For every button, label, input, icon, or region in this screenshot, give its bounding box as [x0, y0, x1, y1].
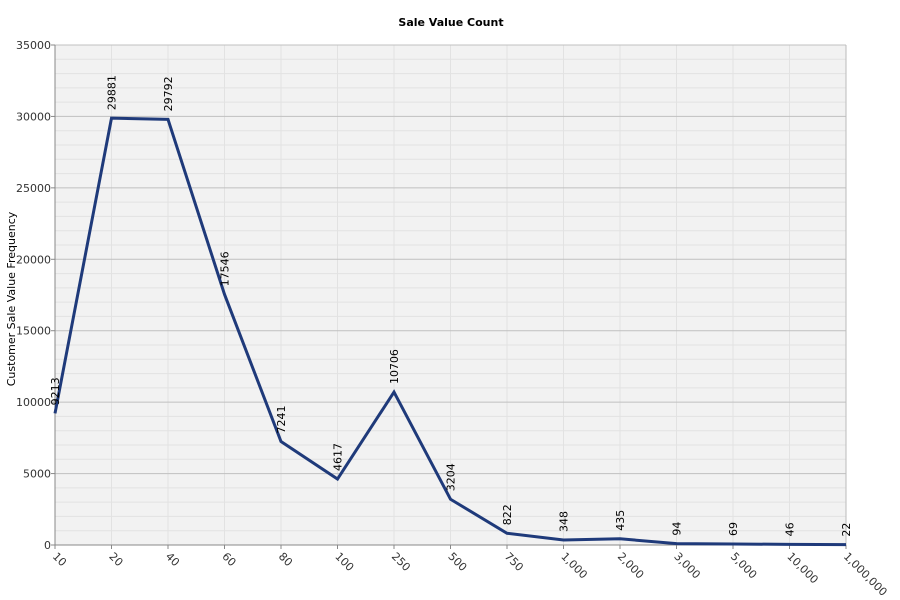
y-tick-label: 10000 [16, 396, 51, 409]
x-tick-label: 250 [389, 550, 413, 574]
data-label: 822 [501, 504, 514, 525]
data-label: 29792 [162, 76, 175, 111]
data-label: 10706 [388, 349, 401, 384]
y-tick-label: 30000 [16, 110, 51, 123]
series-layer [53, 116, 847, 547]
data-label: 9213 [49, 377, 62, 405]
data-label: 17546 [219, 251, 232, 286]
x-tick-label: 750 [502, 550, 526, 574]
data-label: 348 [558, 511, 571, 532]
x-tick-label: 10,000 [784, 550, 820, 586]
data-label: 7241 [275, 406, 288, 434]
data-label: 4617 [332, 443, 345, 471]
x-tick-label: 3,000 [671, 550, 702, 581]
x-tick-label: 500 [445, 550, 469, 574]
data-label: 22 [840, 523, 853, 537]
x-tick-label: 5,000 [728, 550, 759, 581]
x-tick-label: 60 [219, 550, 238, 569]
x-tick-label: 10 [50, 550, 69, 569]
data-label: 46 [784, 522, 797, 536]
y-tick-label: 15000 [16, 325, 51, 338]
data-label: 435 [614, 510, 627, 531]
x-tick-label: 1,000 [558, 550, 589, 581]
x-tick-label: 80 [276, 550, 295, 569]
x-tick-label: 100 [332, 550, 356, 574]
data-label: 94 [671, 522, 684, 536]
data-label: 29881 [106, 75, 119, 110]
series-line [53, 116, 847, 547]
data-label-layer: 9213 29881 29792 17546 7241 4617 10706 3204 822 3… [49, 75, 853, 537]
y-tick-label: 20000 [16, 253, 51, 266]
x-tick-label: 40 [163, 550, 182, 569]
y-tick-label: 35000 [16, 39, 51, 52]
y-axis-title: Customer Sale Value Frequency [5, 211, 18, 386]
x-tick-label: 20 [106, 550, 125, 569]
chart-title: Sale Value Count [398, 16, 503, 29]
y-tick-label: 25000 [16, 182, 51, 195]
data-label: 69 [727, 522, 740, 536]
y-tick-label: 0 [44, 539, 51, 552]
data-label: 3204 [445, 463, 458, 491]
x-tick-label: 2,000 [615, 550, 646, 581]
x-tick-label: 1,000,000 [841, 550, 890, 599]
y-tick-label: 5000 [23, 468, 51, 481]
